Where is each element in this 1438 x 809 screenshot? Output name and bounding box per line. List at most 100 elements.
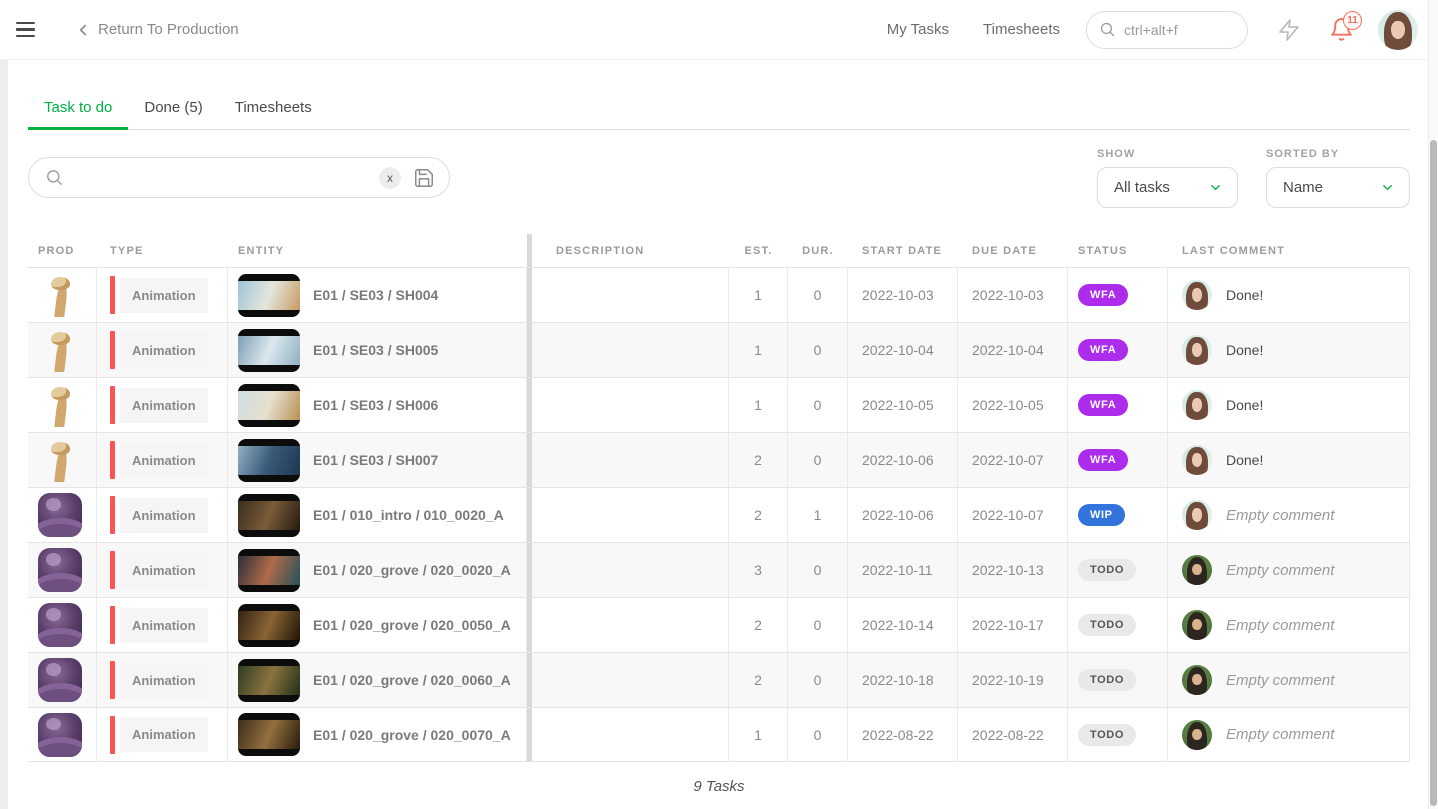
production-thumbnail[interactable] bbox=[38, 328, 82, 372]
task-type-label: Animation bbox=[120, 277, 208, 313]
task-type-cell: Animation bbox=[97, 653, 228, 707]
entity-thumbnail[interactable] bbox=[238, 328, 300, 372]
task-row[interactable]: Animation E01 / SE03 / SH006 1 0 2022-10… bbox=[28, 377, 1410, 432]
entity-thumbnail[interactable] bbox=[238, 383, 300, 427]
duration-value: 0 bbox=[788, 653, 848, 707]
task-type-color-bar bbox=[110, 276, 115, 314]
column-header-prod[interactable]: PROD bbox=[38, 244, 75, 257]
entity-thumbnail[interactable] bbox=[238, 493, 300, 537]
entity-thumbnail[interactable] bbox=[238, 548, 300, 592]
task-row[interactable]: Animation E01 / SE03 / SH004 1 0 2022-10… bbox=[28, 267, 1410, 322]
notifications-button[interactable]: 11 bbox=[1326, 10, 1362, 45]
description-cell bbox=[527, 433, 729, 487]
entity-name[interactable]: E01 / 010_intro / 010_0020_A bbox=[313, 507, 504, 523]
task-row[interactable]: Animation E01 / 010_intro / 010_0020_A 2… bbox=[28, 487, 1410, 542]
status-cell: WIP bbox=[1068, 488, 1168, 542]
column-header-start-date[interactable]: START DATE bbox=[862, 244, 943, 257]
entity-name[interactable]: E01 / 020_grove / 020_0020_A bbox=[313, 562, 511, 578]
description-cell bbox=[527, 323, 729, 377]
entity-name[interactable]: E01 / SE03 / SH004 bbox=[313, 287, 439, 303]
entity-name[interactable]: E01 / 020_grove / 020_0060_A bbox=[313, 672, 511, 688]
clear-filter-button[interactable]: x bbox=[379, 166, 401, 189]
top-navigation: My Tasks Timesheets bbox=[887, 21, 1060, 38]
production-thumbnail[interactable] bbox=[38, 548, 82, 592]
entity-name[interactable]: E01 / SE03 / SH006 bbox=[313, 397, 439, 413]
column-header-type[interactable]: TYPE bbox=[110, 244, 144, 257]
entity-thumbnail[interactable] bbox=[238, 713, 300, 756]
entity-name[interactable]: E01 / SE03 / SH007 bbox=[313, 452, 439, 468]
description-cell bbox=[527, 598, 729, 652]
status-badge[interactable]: WIP bbox=[1078, 504, 1125, 526]
task-filter-input[interactable] bbox=[74, 169, 369, 186]
column-header-last-comment[interactable]: LAST COMMENT bbox=[1182, 244, 1286, 257]
task-row[interactable]: Animation E01 / SE03 / SH005 1 0 2022-10… bbox=[28, 322, 1410, 377]
status-badge[interactable]: TODO bbox=[1078, 669, 1136, 691]
status-badge[interactable]: WFA bbox=[1078, 449, 1129, 471]
task-row[interactable]: Animation E01 / SE03 / SH007 2 0 2022-10… bbox=[28, 432, 1410, 487]
status-badge[interactable]: TODO bbox=[1078, 614, 1136, 636]
assignee-avatar[interactable] bbox=[1182, 610, 1212, 640]
task-row[interactable]: Animation E01 / 020_grove / 020_0060_A 2… bbox=[28, 652, 1410, 707]
production-thumbnail[interactable] bbox=[38, 438, 82, 482]
production-thumbnail[interactable] bbox=[38, 712, 82, 757]
menu-hamburger-button[interactable] bbox=[16, 13, 50, 47]
entity-name[interactable]: E01 / 020_grove / 020_0050_A bbox=[313, 617, 511, 633]
column-header-entity[interactable]: ENTITY bbox=[238, 244, 285, 257]
assignee-avatar[interactable] bbox=[1182, 665, 1212, 695]
scrollbar-thumb[interactable] bbox=[1430, 140, 1437, 806]
column-header-description[interactable]: DESCRIPTION bbox=[527, 234, 729, 267]
assignee-avatar[interactable] bbox=[1182, 555, 1212, 585]
nav-my-tasks-link[interactable]: My Tasks bbox=[886, 21, 950, 38]
sorted-by-dropdown[interactable]: Name bbox=[1266, 167, 1410, 208]
save-filter-button[interactable] bbox=[411, 165, 437, 191]
start-date-value: 2022-10-14 bbox=[848, 598, 958, 652]
assignee-avatar[interactable] bbox=[1182, 500, 1212, 530]
entity-name[interactable]: E01 / 020_grove / 020_0070_A bbox=[313, 726, 511, 743]
assignee-avatar[interactable] bbox=[1182, 445, 1212, 475]
column-header-due-date[interactable]: DUE DATE bbox=[972, 244, 1038, 257]
status-cell: WFA bbox=[1068, 433, 1168, 487]
production-thumbnail[interactable] bbox=[38, 383, 82, 427]
assignee-avatar[interactable] bbox=[1182, 390, 1212, 420]
assignee-avatar[interactable] bbox=[1182, 335, 1212, 365]
production-thumbnail[interactable] bbox=[38, 658, 82, 702]
entity-thumbnail[interactable] bbox=[238, 658, 300, 702]
column-header-status[interactable]: STATUS bbox=[1078, 244, 1128, 257]
production-cell bbox=[28, 433, 97, 487]
status-badge[interactable]: TODO bbox=[1078, 723, 1136, 746]
entity-thumbnail[interactable] bbox=[238, 438, 300, 482]
assignee-avatar[interactable] bbox=[1182, 280, 1212, 310]
task-row[interactable]: Animation E01 / 020_grove / 020_0070_A 1… bbox=[28, 707, 1410, 762]
task-type-cell: Animation bbox=[97, 433, 228, 487]
entity-thumbnail[interactable] bbox=[238, 603, 300, 647]
status-badge[interactable]: TODO bbox=[1078, 559, 1136, 581]
task-table-header: PROD TYPE ENTITY DESCRIPTION EST. DUR. S… bbox=[28, 234, 1410, 267]
global-search-box[interactable] bbox=[1086, 10, 1248, 49]
status-badge[interactable]: WFA bbox=[1078, 394, 1129, 416]
entity-name[interactable]: E01 / SE03 / SH005 bbox=[313, 342, 439, 358]
tab-task-to-do[interactable]: Task to do bbox=[28, 88, 129, 130]
status-badge[interactable]: WFA bbox=[1078, 284, 1129, 306]
production-thumbnail[interactable] bbox=[38, 493, 82, 537]
user-avatar[interactable] bbox=[1378, 9, 1418, 50]
production-thumbnail[interactable] bbox=[38, 273, 82, 317]
start-date-value: 2022-10-05 bbox=[848, 378, 958, 432]
status-badge[interactable]: WFA bbox=[1078, 339, 1129, 361]
task-row[interactable]: Animation E01 / 020_grove / 020_0050_A 2… bbox=[28, 597, 1410, 652]
tab-timesheets[interactable]: Timesheets bbox=[219, 88, 328, 129]
assignee-avatar[interactable] bbox=[1182, 719, 1212, 750]
return-to-production-link[interactable]: Return To Production bbox=[74, 21, 239, 39]
last-comment-text: Empty comment bbox=[1226, 506, 1335, 524]
task-filter-search-box[interactable]: x bbox=[28, 157, 450, 198]
vertical-scrollbar[interactable] bbox=[1428, 0, 1438, 809]
entity-thumbnail[interactable] bbox=[238, 273, 300, 317]
tab-done[interactable]: Done (5) bbox=[128, 88, 218, 129]
task-row[interactable]: Animation E01 / 020_grove / 020_0020_A 3… bbox=[28, 542, 1410, 597]
nav-timesheets-link[interactable]: Timesheets bbox=[983, 21, 1060, 38]
production-thumbnail[interactable] bbox=[38, 603, 82, 647]
quick-actions-button[interactable] bbox=[1274, 15, 1304, 45]
column-header-duration[interactable]: DUR. bbox=[802, 244, 834, 257]
show-dropdown[interactable]: All tasks bbox=[1097, 167, 1238, 208]
global-search-input[interactable] bbox=[1124, 21, 1235, 38]
column-header-estimation[interactable]: EST. bbox=[744, 244, 773, 257]
